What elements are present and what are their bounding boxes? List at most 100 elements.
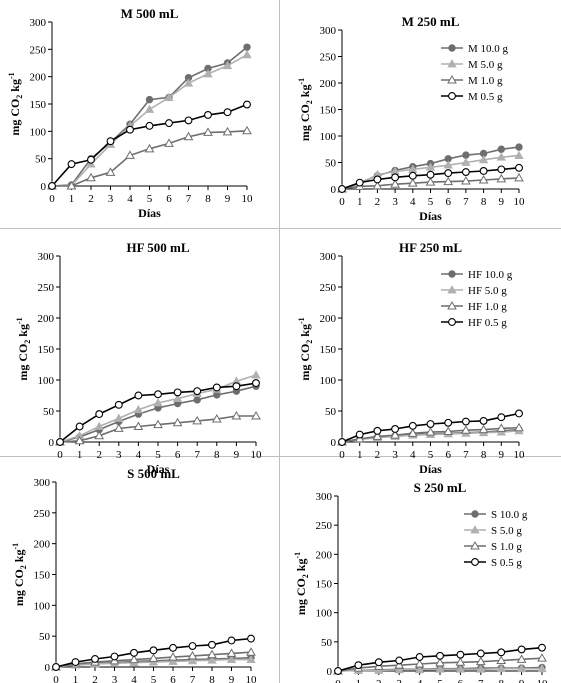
legend-item: HF 10.0 g [441, 269, 513, 281]
chart-panel-m-250: M 250 mL 0 50 100 150 200 250 300 0 1 2 3 4 5 6 7 8 9 10 Dí… [280, 0, 561, 228]
series-3 [47, 125, 252, 190]
y-tick-label: 200 [320, 313, 337, 325]
y-tick-label: 150 [320, 105, 337, 117]
data-point [48, 182, 56, 190]
data-point [125, 150, 135, 159]
data-point [75, 422, 84, 431]
series-4 [48, 100, 251, 190]
chart-hf-500: HF 500 mL 0 50 100 150 200 250 300 0 1 2 3 4 5 6 7 8 9 10 D… [15, 240, 262, 476]
x-tick-label: 1 [77, 449, 83, 461]
x-tick-label: 6 [445, 196, 451, 208]
y-tick-label: 0 [41, 181, 47, 193]
data-point [129, 654, 139, 664]
data-point [203, 69, 213, 78]
y-tick-label: 50 [321, 637, 333, 649]
data-point [226, 654, 237, 664]
y-tick-label: 150 [320, 344, 337, 356]
data-point [67, 160, 76, 169]
chart-m-500: M 500 mL 0 50 100 150 200 250 300 0 1 2 3 4 5 6 7 8 9 10 Dí… [7, 6, 253, 220]
data-point [515, 163, 523, 172]
data-point [372, 180, 383, 190]
x-tick-label: 4 [131, 674, 137, 683]
data-point [243, 43, 251, 51]
x-tick-label: 3 [108, 193, 114, 205]
data-point [145, 121, 154, 130]
data-point [415, 653, 424, 661]
data-point [126, 125, 134, 134]
data-point [86, 172, 96, 182]
legend-item: S 10.0 g [464, 509, 528, 521]
data-point [338, 185, 346, 193]
x-tick-label: 1 [73, 674, 79, 683]
data-point [222, 60, 233, 70]
x-tick-label: 2 [376, 678, 382, 683]
legend: M 10.0 g M 5.0 g M 1.0 g M 0.5 g [441, 43, 509, 103]
x-tick-label: 6 [170, 674, 176, 683]
y-tick-label: 200 [30, 72, 47, 84]
legend-item: S 0.5 g [464, 557, 522, 569]
data-point [497, 413, 506, 422]
data-point [212, 383, 221, 392]
x-tick-label: 4 [417, 678, 423, 683]
data-point [130, 648, 138, 657]
data-point [496, 655, 507, 664]
data-point [374, 658, 383, 667]
data-point [443, 176, 454, 186]
data-point [204, 110, 212, 119]
data-point [251, 410, 261, 420]
x-tick-label: 10 [514, 449, 526, 461]
x-tick-label: 6 [175, 449, 181, 461]
data-point [226, 648, 237, 657]
chart-s-250: S 250 mL050100150200250300012345678910Dí… [293, 480, 548, 683]
data-point [148, 653, 159, 662]
legend-item: HF 1.0 g [441, 300, 507, 313]
y-tick-label: 150 [38, 344, 55, 356]
data-point [338, 438, 346, 446]
legend-label: M 0.5 g [468, 91, 503, 103]
data-point [334, 667, 342, 675]
legend-item: M 5.0 g [441, 59, 503, 71]
x-tick-label: 0 [57, 449, 63, 461]
legend-label: S 0.5 g [491, 557, 522, 569]
data-point [372, 431, 383, 440]
chart-title: S 500 mL [127, 466, 180, 481]
y-tick-label: 250 [34, 508, 51, 520]
x-tick-label: 5 [147, 193, 153, 205]
data-point [426, 420, 435, 428]
data-point [222, 126, 233, 136]
data-point [537, 663, 547, 673]
x-tick-label: 7 [463, 196, 469, 208]
data-point [395, 656, 404, 665]
y-tick-label: 100 [34, 600, 51, 612]
series-line [51, 46, 248, 187]
data-point [478, 174, 489, 184]
y-tick-label: 50 [35, 154, 47, 166]
y-tick-label: 250 [320, 282, 337, 294]
data-point [114, 413, 124, 422]
chart-s-500: S 500 mL050100150200250300012345678910Dí… [11, 466, 257, 683]
data-point [517, 645, 526, 654]
legend-marker [471, 510, 479, 518]
y-tick-label: 200 [34, 539, 51, 551]
x-tick-label: 9 [499, 196, 505, 208]
x-tick-label: 5 [155, 449, 161, 461]
legend-marker [471, 558, 479, 566]
data-point [183, 78, 194, 87]
x-tick-label: 7 [190, 674, 196, 683]
y-tick-label: 250 [316, 520, 333, 532]
data-point [74, 435, 85, 445]
x-tick-label: 8 [214, 449, 220, 461]
chart-panel-hf-500: HF 500 mL 0 50 100 150 200 250 300 0 1 2 3 4 5 6 7 8 9 10 D… [0, 228, 280, 476]
chart-title: HF 500 mL [126, 240, 189, 255]
data-point [514, 172, 524, 182]
y-tick-label: 250 [30, 44, 47, 56]
legend-marker [448, 44, 456, 52]
y-tick-label: 300 [34, 477, 51, 489]
y-axis-label: mg CO2 kg-1 [7, 72, 24, 135]
horizontal-divider-1 [0, 228, 561, 229]
y-tick-label: 50 [325, 406, 337, 418]
chart-title: M 250 mL [402, 14, 460, 29]
data-point [165, 119, 173, 128]
data-point [66, 180, 77, 190]
